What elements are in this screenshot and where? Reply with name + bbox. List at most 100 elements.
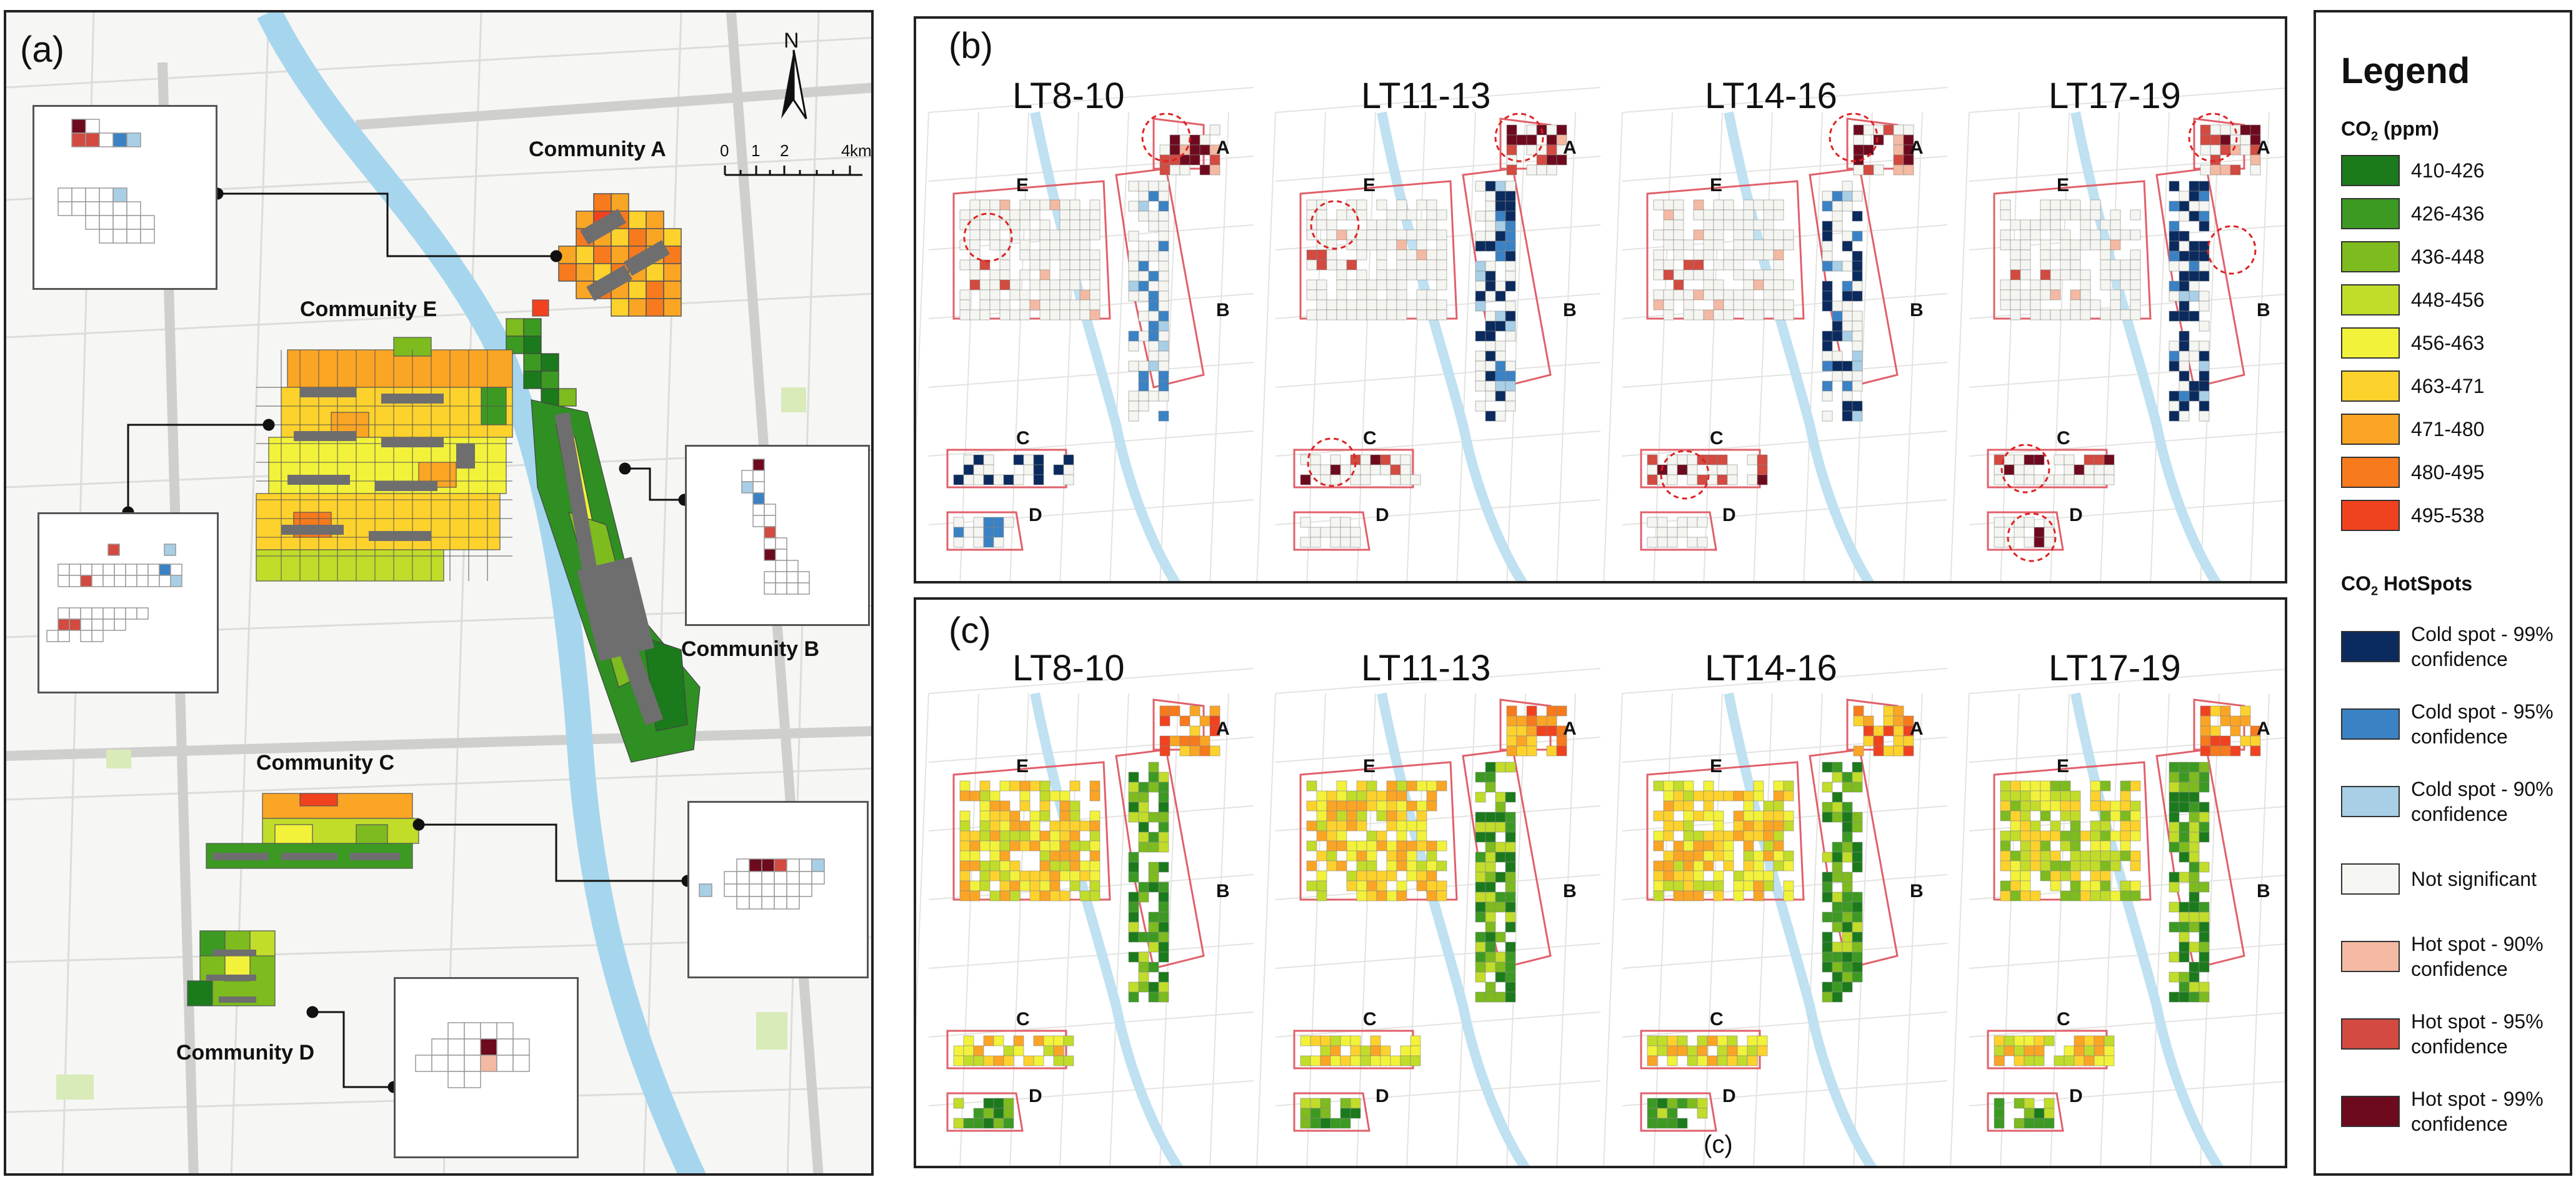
panel-b-time-3: LT14-16 — [1705, 76, 1837, 116]
co2-class-label: 471-480 — [2411, 418, 2485, 440]
hotspot-class-confidence: confidence — [2411, 1035, 2508, 1058]
community-d-label: Community D — [176, 1041, 314, 1065]
panel_b-community-letter-e: E — [1710, 175, 1723, 196]
panel_c-community-letter-e: E — [1710, 756, 1723, 777]
panel_c-community-letter-e: E — [1016, 756, 1029, 777]
hotspot-class-label: Hot spot - 99% — [2411, 1088, 2544, 1110]
inset-community-d — [394, 977, 579, 1158]
panel-c-label: (c) — [949, 610, 991, 651]
community-e-label: Community E — [300, 297, 437, 321]
panel_b-community-letter-b: B — [1216, 300, 1230, 320]
panel_b-community-letter-c: C — [1363, 428, 1377, 449]
inset-community-a — [32, 105, 217, 290]
panel_b-community-letter-e: E — [1363, 175, 1376, 196]
panel_b-community-letter-b: B — [2257, 300, 2270, 320]
hotspot-swatch — [2341, 1018, 2400, 1050]
panel_b-community-letter-a: A — [1563, 137, 1577, 158]
community-b-cells — [506, 318, 577, 407]
co2-class-label: 410-426 — [2411, 159, 2485, 182]
inset-community-c — [687, 801, 869, 978]
panel-b-hotspot-maps: (b) LT8-10 LT11-13 LT14-16 LT17-19 A B C D E… — [914, 16, 2287, 584]
panel_b-community-letter-b: B — [1563, 300, 1577, 320]
co2-class-label: 436-448 — [2411, 246, 2485, 268]
hotspot-swatch — [2341, 708, 2400, 740]
hotspot-class-confidence: confidence — [2411, 958, 2508, 980]
co2-swatch — [2341, 327, 2400, 359]
panel-c-time-3: LT14-16 — [1705, 648, 1837, 688]
panel_c-community-letter-d: D — [1029, 1086, 1042, 1106]
scale-tick-1: 1 — [751, 141, 761, 160]
scale-tick-2: 2 — [780, 141, 789, 160]
hotspot-class-label: Cold spot - 95% — [2411, 700, 2554, 723]
panel_b-community-letter-d: D — [1029, 505, 1042, 525]
community-b-label: Community B — [681, 637, 819, 661]
co2-class-label: 495-538 — [2411, 504, 2485, 527]
inset-community-b — [685, 445, 870, 626]
panel_c-community-letter-a: A — [1563, 718, 1577, 739]
inset-community-e — [37, 512, 219, 693]
scale-tick-0: 0 — [720, 141, 729, 160]
co2-class-label: 426-436 — [2411, 202, 2485, 225]
scale-unit: km — [850, 141, 872, 160]
panel-b-maps-svg — [916, 87, 2285, 581]
panel_b-map-3 — [1603, 87, 1948, 581]
panel_c-community-letter-d: D — [2069, 1086, 2083, 1106]
hotspot-class-label: Not significant — [2411, 868, 2537, 890]
panel-a-label: (a) — [20, 29, 64, 70]
panel_b-community-letter-c: C — [1710, 428, 1724, 449]
hotspot-class-label: Cold spot - 90% — [2411, 778, 2554, 800]
panel-b-time-4: LT17-19 — [2049, 76, 2181, 116]
co2-class-label: 448-456 — [2411, 289, 2485, 311]
panel-c-time-4: LT17-19 — [2049, 648, 2181, 688]
panel_c-community-letter-b: B — [1216, 881, 1230, 901]
hotspot-class-confidence: confidence — [2411, 1113, 2508, 1135]
panel_b-community-letter-a: A — [1910, 137, 1924, 158]
panel_c-map-2 — [1256, 668, 1601, 1166]
community-c-label: Community C — [256, 751, 394, 775]
co2-class-label: 480-495 — [2411, 461, 2485, 484]
legend-box: Legend CO2 (ppm) 410-426 426-436 436-448 44… — [2314, 10, 2572, 1176]
panel_c-community-letter-a: A — [1910, 718, 1924, 739]
panel_b-community-letter-a: A — [1216, 137, 1230, 158]
panel_c-community-letter-d: D — [1375, 1086, 1389, 1106]
panel-a-map: (a) N 0 1 2 4 km Community A Community B… — [4, 10, 874, 1176]
north-arrow — [781, 49, 807, 119]
co2-swatch — [2341, 155, 2400, 186]
panel_b-community-letter-d: D — [1722, 505, 1736, 525]
panel_c-map-3 — [1603, 668, 1948, 1166]
scale-bar — [724, 166, 862, 176]
panel_c-community-letter-c: C — [1363, 1009, 1377, 1030]
panel_b-map-4 — [1950, 87, 2285, 581]
panel_c-community-letter-b: B — [2257, 881, 2270, 901]
panel_b-community-letter-d: D — [1375, 505, 1389, 525]
panel_b-community-letter-a: A — [2257, 137, 2270, 158]
panel-c-time-1: LT8-10 — [1012, 648, 1125, 688]
co2-swatch — [2341, 457, 2400, 488]
panel_c-community-letter-e: E — [2057, 756, 2070, 777]
co2-swatch — [2341, 500, 2400, 531]
co2-heading: CO2 (ppm) — [2341, 117, 2439, 144]
panel_b-community-letter-b: B — [1910, 300, 1924, 320]
panel-c-stray-mark: (c) — [1704, 1131, 1733, 1158]
panel_c-community-letter-a: A — [1216, 718, 1230, 739]
panel_b-map-2 — [1256, 87, 1601, 581]
panel_c-map-4 — [1950, 668, 2285, 1166]
co2-class-label: 456-463 — [2411, 332, 2485, 354]
co2-swatch — [2341, 284, 2400, 315]
community-d-cells — [187, 930, 276, 1006]
panel_c-community-letter-c: C — [2057, 1009, 2070, 1030]
hotspot-heading: CO2 HotSpots — [2341, 572, 2473, 598]
north-label: N — [784, 29, 799, 52]
panel_c-community-letter-a: A — [2257, 718, 2270, 739]
panel-c-time-2: LT11-13 — [1361, 648, 1491, 688]
co2-swatch — [2341, 198, 2400, 229]
panel-c-maps-svg — [916, 668, 2285, 1166]
panel_c-community-letter-b: B — [1563, 881, 1577, 901]
legend-title: Legend — [2341, 51, 2470, 91]
hotspot-class-confidence: confidence — [2411, 803, 2508, 825]
panel_b-community-letter-d: D — [2069, 505, 2083, 525]
hotspot-class-label: Cold spot - 99% — [2411, 623, 2554, 645]
panel_c-community-letter-c: C — [1710, 1009, 1724, 1030]
panel_b-community-letter-c: C — [1016, 428, 1030, 449]
panel-b-time-1: LT8-10 — [1012, 76, 1125, 116]
